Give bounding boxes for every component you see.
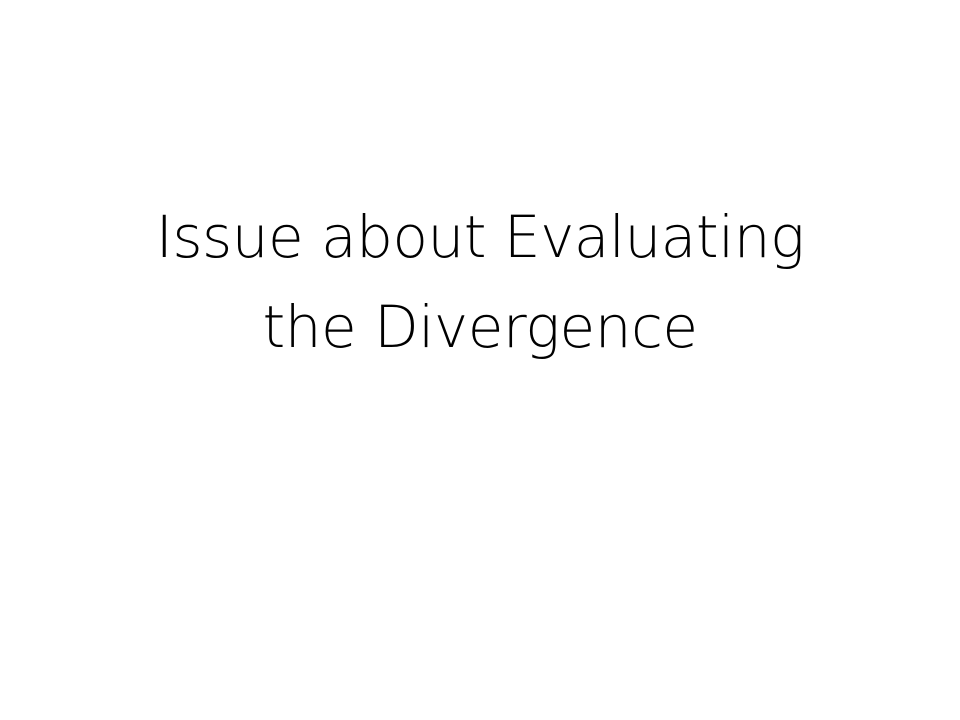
slide-title-line-1: Issue about Evaluating <box>155 203 805 271</box>
slide-title: Issue about Evaluating the Divergence <box>60 192 900 372</box>
slide-title-line-2: the Divergence <box>262 293 698 361</box>
